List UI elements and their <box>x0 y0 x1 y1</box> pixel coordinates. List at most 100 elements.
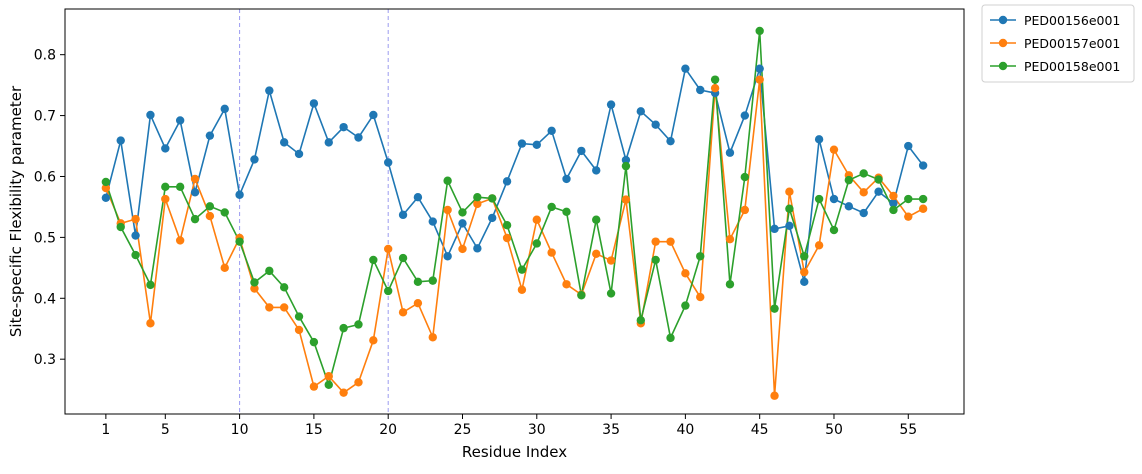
data-point-PED00156e001-27 <box>488 213 497 223</box>
data-point-PED00158e001-13 <box>279 283 289 292</box>
data-point-PED00158e001-29 <box>517 265 527 274</box>
data-point-PED00156e001-38 <box>651 120 660 129</box>
data-point-PED00156e001-46 <box>770 224 779 234</box>
data-point-PED00158e001-14 <box>294 312 304 321</box>
data-point-PED00158e001-18 <box>354 320 363 329</box>
data-point-PED00158e001-55 <box>904 194 913 204</box>
data-point-PED00156e001-8 <box>205 131 215 140</box>
data-point-PED00156e001-56 <box>918 161 928 170</box>
data-point-PED00157e001-40 <box>681 269 690 278</box>
data-point-PED00156e001-47 <box>785 221 794 231</box>
data-point-PED00157e001-36 <box>621 195 631 204</box>
data-point-PED00157e001-6 <box>175 236 185 245</box>
data-point-PED00156e001-52 <box>859 208 868 218</box>
data-point-PED00158e001-24 <box>443 176 452 185</box>
data-point-PED00156e001-14 <box>294 149 304 159</box>
legend-box <box>981 4 1135 83</box>
data-point-PED00158e001-49 <box>814 194 824 204</box>
x-axis-label: Residue Index <box>462 443 567 461</box>
data-point-PED00157e001-54 <box>889 191 898 201</box>
data-point-PED00157e001-21 <box>398 308 408 317</box>
data-point-PED00157e001-43 <box>725 235 735 244</box>
data-point-PED00157e001-39 <box>666 237 675 246</box>
data-point-PED00158e001-2 <box>116 222 125 232</box>
data-point-PED00157e001-25 <box>458 244 467 254</box>
data-point-PED00157e001-20 <box>383 244 393 254</box>
series-line-PED00158e001 <box>105 30 924 388</box>
legend: PED00156e001 PED00157e001 PED00158e001 <box>981 4 1135 83</box>
data-point-PED00157e001-11 <box>250 284 259 293</box>
data-point-PED00157e001-24 <box>443 205 452 215</box>
data-point-PED00156e001-25 <box>458 219 467 228</box>
data-point-PED00157e001-29 <box>517 285 527 294</box>
data-point-PED00156e001-31 <box>547 126 556 136</box>
plot-frame <box>64 8 965 415</box>
data-point-PED00158e001-4 <box>146 280 155 290</box>
data-point-PED00156e001-32 <box>562 174 571 184</box>
data-point-PED00158e001-9 <box>220 208 229 217</box>
data-point-PED00156e001-34 <box>592 166 601 175</box>
data-point-PED00156e001-19 <box>369 110 378 120</box>
data-point-PED00158e001-50 <box>829 225 839 235</box>
x-tick-label: 35 <box>602 422 620 438</box>
data-point-PED00157e001-26 <box>473 199 482 209</box>
data-point-PED00156e001-53 <box>874 187 883 196</box>
data-point-PED00157e001-55 <box>904 212 913 221</box>
data-point-PED00157e001-18 <box>354 378 363 387</box>
data-point-PED00157e001-3 <box>131 214 140 224</box>
data-point-PED00158e001-32 <box>562 207 571 217</box>
x-tick-label: 5 <box>161 422 170 438</box>
data-point-PED00156e001-11 <box>250 155 259 164</box>
data-point-PED00158e001-51 <box>844 175 854 185</box>
data-point-PED00158e001-53 <box>874 175 883 184</box>
legend-label-PED00158e001: PED00158e001 <box>1024 59 1120 74</box>
data-point-PED00158e001-12 <box>265 266 274 276</box>
data-point-PED00156e001-6 <box>175 116 185 125</box>
data-point-PED00158e001-6 <box>175 182 185 192</box>
data-point-PED00158e001-5 <box>161 182 170 192</box>
data-point-PED00156e001-17 <box>339 122 348 132</box>
data-point-PED00158e001-52 <box>859 169 868 178</box>
data-point-PED00158e001-17 <box>339 323 348 333</box>
legend-marker-PED00156e001 <box>998 15 1008 25</box>
x-tick-label: 20 <box>379 422 397 438</box>
data-point-PED00156e001-49 <box>814 135 824 144</box>
data-point-PED00157e001-16 <box>324 372 333 381</box>
data-point-PED00157e001-49 <box>814 241 824 250</box>
data-point-PED00157e001-41 <box>696 292 705 302</box>
data-point-PED00157e001-31 <box>547 248 556 257</box>
data-point-PED00158e001-54 <box>889 205 898 215</box>
data-point-PED00157e001-1 <box>101 183 111 193</box>
x-tick-label: 30 <box>528 422 546 438</box>
data-point-PED00156e001-15 <box>309 99 319 108</box>
data-point-PED00156e001-2 <box>116 136 125 145</box>
data-point-PED00156e001-16 <box>324 138 333 147</box>
data-point-PED00156e001-12 <box>265 86 274 95</box>
data-point-PED00158e001-42 <box>710 75 720 84</box>
data-point-PED00158e001-40 <box>681 301 690 310</box>
data-point-PED00158e001-46 <box>770 304 779 313</box>
data-point-PED00157e001-7 <box>190 174 200 184</box>
data-point-PED00156e001-13 <box>279 138 289 147</box>
data-point-PED00157e001-46 <box>770 391 779 400</box>
data-point-PED00158e001-27 <box>488 194 497 203</box>
data-point-PED00157e001-44 <box>740 205 750 215</box>
data-point-PED00156e001-55 <box>904 141 913 151</box>
data-point-PED00158e001-31 <box>547 202 556 212</box>
data-point-PED00158e001-47 <box>785 204 794 213</box>
data-point-PED00156e001-45 <box>755 64 764 73</box>
data-point-PED00158e001-1 <box>101 177 111 187</box>
data-point-PED00157e001-4 <box>146 319 155 328</box>
data-point-PED00157e001-12 <box>265 303 274 312</box>
data-point-PED00158e001-56 <box>918 194 928 204</box>
y-tick-label: 0.8 <box>34 48 56 64</box>
data-point-PED00156e001-28 <box>502 177 512 186</box>
data-point-PED00158e001-16 <box>324 380 333 389</box>
data-point-PED00157e001-14 <box>294 325 304 335</box>
data-point-PED00158e001-7 <box>190 214 200 224</box>
data-point-PED00157e001-48 <box>800 267 809 277</box>
data-point-PED00156e001-26 <box>473 244 482 253</box>
data-point-PED00158e001-37 <box>636 316 646 325</box>
